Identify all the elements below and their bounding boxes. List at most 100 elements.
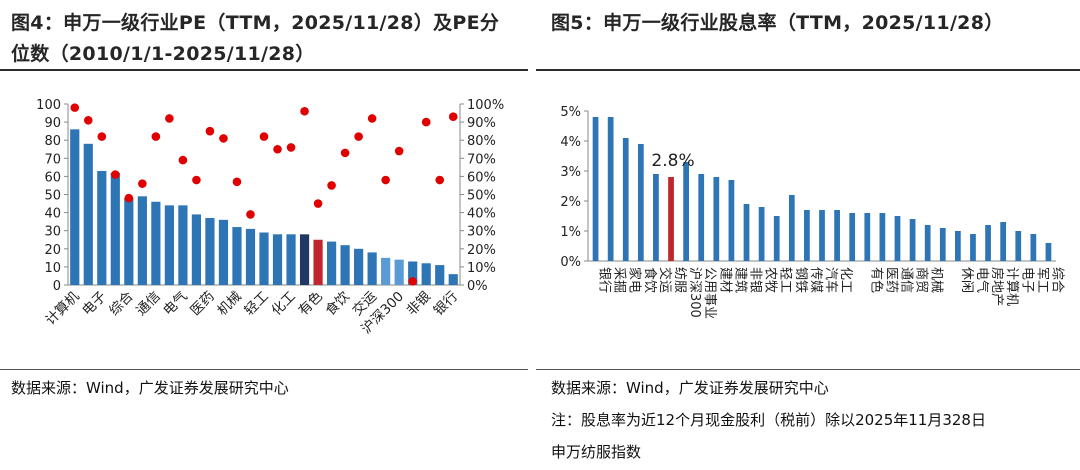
dividend-bar [924, 225, 931, 261]
x-tick-label: 食饮 [642, 267, 658, 293]
y-tick-label: 1% [560, 225, 581, 240]
y-tick-label-left: 70 [44, 152, 61, 167]
y-tick-label-right: 60% [467, 170, 496, 185]
y-tick-label-right: 40% [467, 207, 496, 222]
y-tick-label-left: 0 [53, 279, 61, 294]
y-tick-label-right: 100% [467, 98, 504, 113]
pe-bar [124, 198, 134, 285]
pe-bar [272, 234, 283, 285]
x-tick-label: 家电 [627, 267, 643, 293]
dividend-bar [955, 231, 961, 261]
percentile-dot [165, 114, 174, 123]
pe-bar [394, 259, 404, 285]
y-tick-label: 3% [560, 165, 581, 180]
dividend-bar [894, 216, 901, 261]
percentile-dot [286, 143, 296, 152]
x-tick-label: 电气 [974, 267, 990, 293]
x-tick-label: 钢铁 [793, 267, 808, 293]
percentile-dot [408, 277, 417, 286]
x-tick-label: 计算机 [43, 288, 83, 328]
x-tick-label: 银行 [431, 289, 461, 319]
dividend-bar [819, 210, 825, 261]
x-tick-label: 商贸 [914, 267, 929, 293]
dividend-bar [909, 219, 916, 261]
percentile-dot [97, 132, 107, 141]
percentile-dot [259, 132, 269, 141]
y-tick-label-left: 90 [44, 116, 61, 131]
dividend-bar [788, 195, 795, 261]
dividend-bar [637, 144, 644, 261]
percentile-dot [300, 106, 309, 116]
y-tick-label: 5% [560, 105, 581, 120]
title-rule-right [536, 69, 1080, 71]
x-tick-label: 电气 [160, 289, 190, 319]
pe-bar [218, 219, 229, 285]
pe-bar [408, 261, 418, 285]
x-tick-label: 沪深300 [687, 267, 703, 318]
x-tick-label: 通信 [133, 289, 163, 319]
pe-bar [435, 265, 445, 285]
percentile-dot [367, 114, 377, 123]
y-tick-label-left: 20 [44, 243, 61, 258]
x-tick-label: 综合 [106, 288, 137, 319]
dividend-bar [683, 162, 689, 261]
pe-bar [299, 234, 310, 285]
dividend-bar [1030, 234, 1037, 261]
dividend-bar [939, 228, 946, 261]
dividend-bar [713, 177, 720, 261]
x-tick-label: 建材 [717, 267, 732, 293]
x-tick-label: 非银 [404, 288, 435, 319]
annotation-label: 2.8% [651, 151, 694, 171]
source-rule-right [536, 369, 1080, 370]
dividend-bar [879, 213, 886, 261]
percentile-dot [421, 117, 431, 127]
chart-title-right: 图5：申万一级行业股息率（TTM，2025/11/28） [551, 12, 1004, 34]
y-tick-label-left: 100 [36, 98, 61, 113]
pe-bar [191, 214, 202, 285]
x-tick-label: 化工 [268, 289, 298, 319]
pe-bar [97, 170, 107, 285]
dividend-bar [1045, 243, 1052, 261]
y-tick-label-right: 90% [467, 116, 496, 131]
dividend-bar [758, 207, 765, 261]
percentile-dot [124, 193, 134, 203]
pe-bar [448, 274, 458, 285]
dividend-bar [849, 213, 856, 261]
percentile-dot [192, 175, 201, 185]
source-left: 数据来源：Wind，广发证券发展研究中心 [11, 379, 289, 397]
x-tick-label: 汽车 [823, 267, 839, 293]
pe-bar [340, 245, 350, 285]
y-tick-label: 2% [560, 195, 581, 210]
pe-bar [259, 232, 269, 285]
dividend-bar [743, 204, 750, 261]
x-tick-label: 交运 [657, 267, 673, 293]
x-tick-label: 通信 [898, 267, 913, 293]
x-tick-label: 电子 [1019, 267, 1034, 293]
pe-bar [232, 227, 242, 285]
dividend-bar [804, 210, 810, 261]
x-tick-label: 公用事业 [702, 267, 717, 319]
dividend-bar [607, 117, 614, 261]
dividend-bar [970, 234, 976, 261]
x-tick-label: 食饮 [322, 287, 353, 318]
pe-bar [326, 241, 337, 285]
x-tick-label: 综合 [1049, 267, 1064, 293]
dividend-bar [622, 138, 629, 261]
x-tick-label: 传媒 [808, 267, 823, 293]
x-tick-label: 机械 [214, 289, 244, 319]
percentile-dot [448, 112, 458, 121]
pe-bar [286, 234, 296, 285]
dividend-chart: 0% 1% 2% 3% 4% 5% 2.8% 银行 采掘 家电 食饮 交运 纺服 沪深300 公用事业 建材建… [560, 105, 1064, 319]
percentile-dot [232, 177, 242, 187]
pe-bar [70, 129, 80, 285]
percentile-dot [138, 179, 147, 188]
y-tick-label-right: 0% [467, 279, 488, 294]
x-tick-label: 房地产 [989, 267, 1005, 306]
pe-bar [137, 196, 147, 285]
percentile-dot [327, 181, 336, 190]
dividend-bar [592, 117, 599, 261]
x-tick-label: 医药 [883, 267, 898, 293]
dividend-bar [728, 180, 735, 261]
pe-bar [354, 248, 364, 285]
pe-bar [421, 263, 431, 285]
